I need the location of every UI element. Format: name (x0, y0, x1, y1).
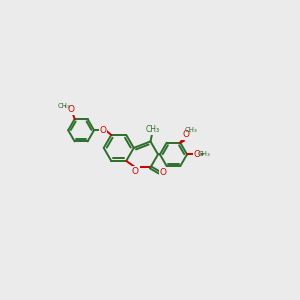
Text: CH₃: CH₃ (185, 127, 197, 133)
Text: O: O (194, 150, 200, 159)
Text: CH₃: CH₃ (145, 125, 159, 134)
Text: CH₃: CH₃ (58, 103, 70, 109)
Text: O: O (182, 130, 189, 139)
Text: O: O (159, 168, 166, 177)
Text: O: O (67, 105, 74, 114)
Text: O: O (100, 126, 106, 135)
Text: O: O (132, 167, 139, 176)
Text: CH₃: CH₃ (197, 151, 210, 157)
